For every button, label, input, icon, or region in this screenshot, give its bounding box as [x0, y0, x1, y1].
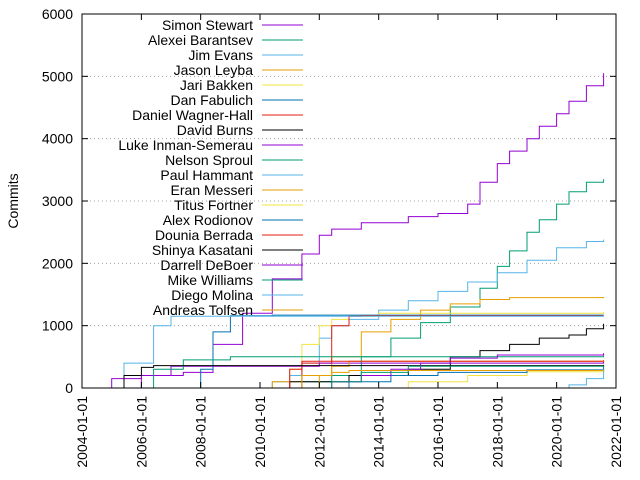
- x-tick-label: 2012-01-01: [311, 396, 327, 468]
- series-line: [260, 323, 605, 389]
- y-tick-label: 1000: [42, 318, 73, 334]
- series-line: [183, 314, 604, 389]
- series-line: [319, 366, 605, 389]
- legend-label: David Burns: [177, 122, 253, 138]
- legend-label: Luke Inman-Semerau: [118, 137, 253, 153]
- series-line: [319, 365, 605, 389]
- y-tick-label: 3000: [42, 193, 73, 209]
- x-tick-label: 2006-01-01: [133, 396, 149, 468]
- legend-label: Paul Hammant: [160, 167, 253, 183]
- y-tick-label: 2000: [42, 255, 73, 271]
- legend-label: Andreas Tolfsen: [153, 302, 253, 318]
- series-line: [349, 367, 605, 389]
- series-line: [109, 364, 605, 389]
- legend-label: Darrell DeBoer: [160, 257, 253, 273]
- legend-label: Jim Evans: [188, 47, 253, 63]
- series-line: [131, 355, 605, 389]
- x-tick-label: 2022-01-01: [608, 396, 624, 468]
- legend-label: Dan Fabulich: [171, 92, 254, 108]
- legend-label: Simon Stewart: [162, 17, 253, 33]
- y-tick-label: 6000: [42, 6, 73, 22]
- y-tick-label: 5000: [42, 68, 73, 84]
- legend-label: Titus Fortner: [174, 197, 253, 213]
- y-axis-label: Commits: [5, 173, 21, 228]
- legend-label: Jason Leyba: [174, 62, 254, 78]
- x-tick-label: 2008-01-01: [193, 396, 209, 468]
- legend-label: Mike Williams: [167, 272, 253, 288]
- legend-label: Dounia Berrada: [155, 227, 253, 243]
- x-tick-label: 2018-01-01: [489, 396, 505, 468]
- y-tick-label: 4000: [42, 131, 73, 147]
- legend-label: Alexei Barantsev: [148, 32, 253, 48]
- x-tick-label: 2004-01-01: [74, 396, 90, 468]
- legend-label: Jari Bakken: [180, 77, 253, 93]
- y-tick-label: 0: [65, 380, 73, 396]
- legend-label: Daniel Wagner-Hall: [132, 107, 253, 123]
- axis-ticks: 0 1000 2000 3000 4000 5000 6000 2004-01-01 2006-…: [42, 6, 624, 468]
- legend-label: Nelson Sproul: [165, 152, 253, 168]
- legend-label: Diego Molina: [171, 287, 253, 303]
- x-tick-label: 2014-01-01: [371, 396, 387, 468]
- legend-label: Alex Rodionov: [163, 212, 253, 228]
- legend-label: Shinya Kasatani: [152, 242, 253, 258]
- legend-label: Eran Messeri: [171, 182, 253, 198]
- x-tick-label: 2010-01-01: [252, 396, 268, 468]
- x-tick-label: 2016-01-01: [430, 396, 446, 468]
- series-line: [289, 369, 605, 389]
- x-tick-label: 2020-01-01: [549, 396, 565, 468]
